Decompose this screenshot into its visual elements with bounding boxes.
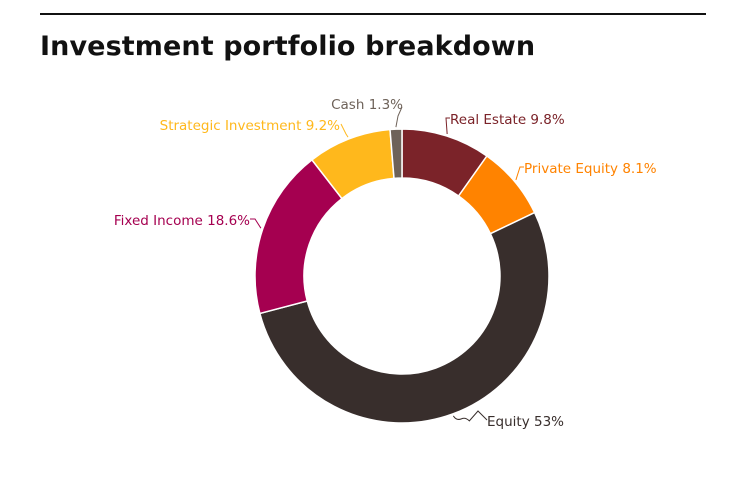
- slice-label-real-estate: Real Estate 9.8%: [450, 112, 565, 128]
- slice-label-equity: Equity 53%: [487, 414, 564, 430]
- leader-line-equity: [452, 410, 488, 422]
- slices-group: [254, 128, 550, 424]
- top-rule: [40, 13, 706, 15]
- leader-line-fixed-income: [250, 218, 262, 229]
- page-title: Investment portfolio breakdown: [40, 31, 536, 62]
- slice-cash: [389, 128, 403, 180]
- slice-label-private-equity: Private Equity 8.1%: [524, 161, 657, 177]
- labels-group: Real Estate 9.8% Private Equity 8.1% Equit…: [114, 97, 657, 430]
- slice-label-strategic-investment: Strategic Investment 9.2%: [160, 118, 341, 134]
- slice-equity: [258, 211, 550, 424]
- slice-label-fixed-income: Fixed Income 18.6%: [114, 213, 250, 229]
- leader-line-strategic-investment: [340, 123, 349, 138]
- leader-lines-group: [250, 106, 524, 422]
- leader-line-private-equity: [515, 166, 524, 181]
- leader-line-real-estate: [445, 117, 450, 135]
- leader-line-cash: [395, 106, 403, 128]
- slice-label-cash: Cash 1.3%: [331, 97, 403, 113]
